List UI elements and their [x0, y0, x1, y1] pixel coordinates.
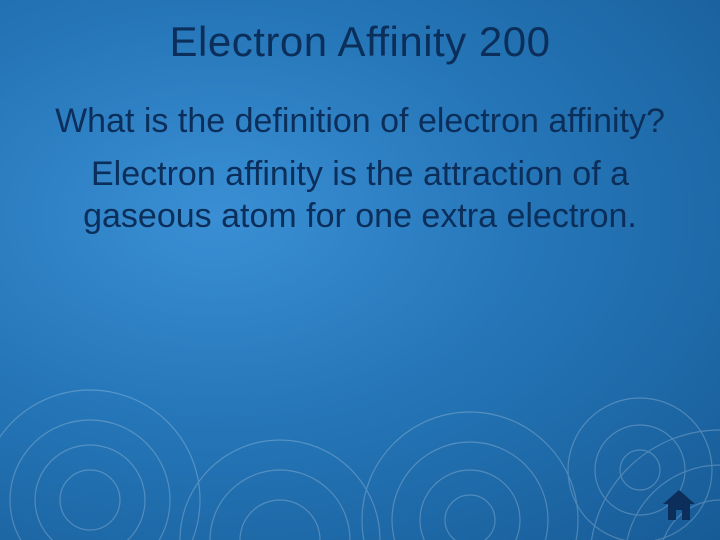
answer-text: Electron affinity is the attraction of a…	[50, 153, 670, 238]
slide-title: Electron Affinity 200	[0, 0, 720, 66]
background-ripples	[0, 0, 720, 540]
home-icon[interactable]	[660, 488, 698, 522]
question-text: What is the definition of electron affin…	[50, 100, 670, 143]
content-area: What is the definition of electron affin…	[0, 100, 720, 238]
